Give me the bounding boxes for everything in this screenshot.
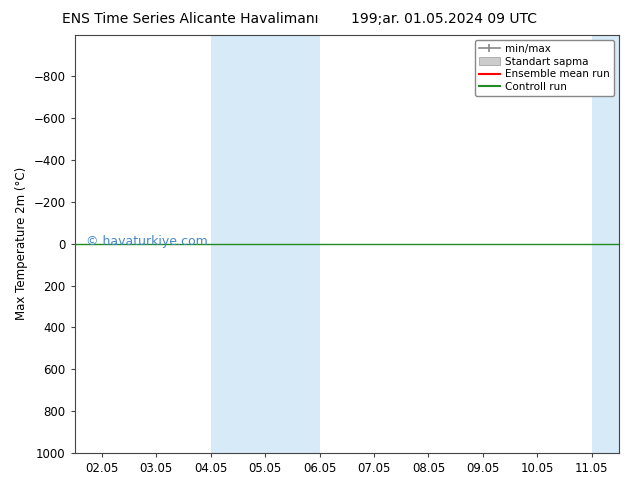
Text: 199;ar. 01.05.2024 09 UTC: 199;ar. 01.05.2024 09 UTC (351, 12, 537, 26)
Text: ENS Time Series Alicante Havalimanı: ENS Time Series Alicante Havalimanı (62, 12, 318, 26)
Bar (210, 35, 320, 453)
Bar (592, 35, 619, 453)
Y-axis label: Max Temperature 2m (°C): Max Temperature 2m (°C) (15, 167, 28, 320)
Text: © havaturkiye.com: © havaturkiye.com (86, 235, 207, 248)
Legend: min/max, Standart sapma, Ensemble mean run, Controll run: min/max, Standart sapma, Ensemble mean r… (475, 40, 614, 96)
